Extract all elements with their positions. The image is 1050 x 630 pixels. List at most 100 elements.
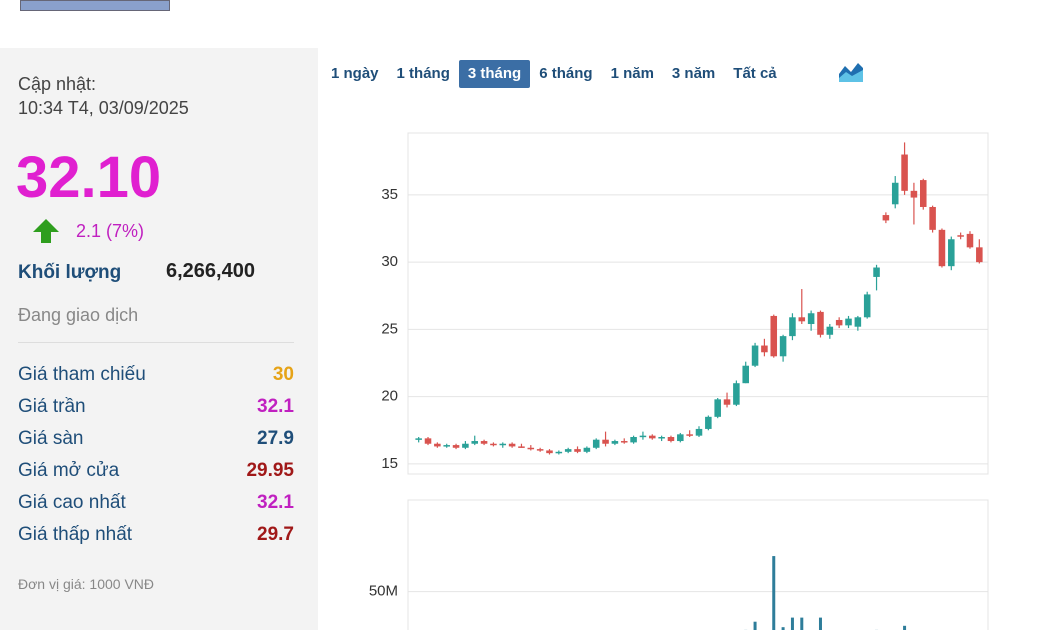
updated-label: Cập nhật: [18, 74, 97, 94]
candle-body [742, 365, 749, 384]
y-tick-label: 20 [381, 388, 398, 405]
range-tab[interactable]: 3 năm [671, 65, 716, 82]
row-value: 29.95 [246, 460, 294, 481]
candle-body [658, 437, 665, 439]
candle-body [452, 445, 460, 448]
y-tick-label: 25 [381, 320, 398, 337]
volume-bar [772, 556, 776, 630]
candle-body [770, 315, 778, 357]
candle-body [901, 154, 908, 191]
candle-body [592, 439, 600, 448]
row-value: 32.1 [257, 492, 294, 513]
candle-body [546, 450, 553, 454]
candle-body [630, 437, 637, 443]
volume-label: Khối lượng [18, 262, 122, 283]
candle-body [415, 438, 422, 440]
volume-bar [781, 627, 785, 630]
price-change: 2.1 (7%) [76, 221, 145, 241]
candle-body [723, 399, 731, 405]
volume-frame [407, 499, 989, 630]
range-tab[interactable]: Tất cả [733, 65, 777, 82]
candle-body [518, 446, 525, 448]
candle-body [714, 399, 721, 417]
range-tab[interactable]: 1 năm [610, 65, 654, 82]
candle-body [761, 345, 768, 353]
candle-body [424, 438, 432, 444]
candle-body [527, 447, 535, 450]
volume-bar [818, 617, 822, 630]
up-arrow [33, 219, 59, 243]
candle-body [873, 267, 880, 277]
candle-body [835, 319, 843, 326]
row-label: Giá sàn [18, 428, 84, 449]
candle-body [695, 428, 703, 436]
y-tick-label: 35 [381, 186, 398, 203]
candle-body [845, 318, 852, 326]
status: Đang giao dịch [18, 305, 139, 325]
row-value: 30 [272, 364, 294, 385]
candle-body [948, 239, 955, 267]
candle-body [686, 434, 693, 436]
unit-note: Đơn vị giá: 1000 VNĐ [18, 576, 155, 592]
candle-body [826, 326, 834, 335]
row-value: 27.9 [257, 428, 294, 449]
candle-body [807, 313, 815, 325]
candle-body [910, 190, 918, 198]
chart-icon[interactable] [838, 60, 864, 84]
top-button[interactable] [20, 0, 170, 11]
candle-body [471, 441, 479, 444]
candle-body [620, 441, 628, 443]
candle-body [677, 434, 684, 442]
candle-body [882, 215, 890, 221]
candle-body [966, 233, 974, 248]
candle-body [649, 435, 656, 439]
range-tab[interactable]: 1 ngày [331, 65, 379, 82]
candle-body [919, 180, 927, 207]
volume-bar [790, 617, 794, 630]
candle-body [564, 449, 572, 452]
row-label: Giá tham chiếu [18, 364, 146, 385]
row-label: Giá trần [18, 396, 86, 417]
row-label: Giá thấp nhất [18, 524, 133, 545]
candle-body [938, 229, 946, 267]
row-label: Giá cao nhất [18, 492, 126, 513]
candle-body [480, 441, 488, 444]
candle-body [443, 445, 450, 447]
range-tab[interactable]: 6 tháng [539, 65, 593, 82]
candle-body [434, 443, 441, 447]
volume-bar [903, 625, 907, 630]
candle-body [499, 443, 507, 446]
candle-body [751, 345, 759, 366]
info-panel: Cập nhật: 10:34 T4, 03/09/2025 32.10 2.1… [0, 48, 318, 630]
volume-value: 6,266,400 [166, 260, 255, 282]
candle-body [583, 447, 591, 452]
price-frame [407, 132, 989, 475]
candle-body [705, 416, 712, 429]
divider [18, 342, 294, 343]
candle-body [789, 317, 796, 337]
range-tabs: 1 ngày 1 tháng 3 tháng 6 tháng 1 năm 3 năm Tất… [322, 60, 786, 88]
candle-body [574, 449, 581, 452]
candle-body [508, 443, 516, 447]
candle-body [891, 182, 899, 205]
candle-body [611, 441, 619, 444]
range-tab[interactable]: 1 tháng [396, 65, 450, 82]
range-tab[interactable]: 3 tháng [458, 60, 531, 88]
row-value: 29.7 [257, 524, 294, 545]
candle-body [462, 443, 469, 448]
candle-body [490, 443, 497, 446]
candle-body [602, 439, 609, 444]
candle-body [854, 317, 862, 327]
volume-bar [753, 621, 757, 630]
candle-body [555, 451, 563, 454]
volume-bar [800, 617, 804, 630]
candle-body [817, 311, 824, 335]
y-tick-label: 30 [381, 253, 398, 270]
updated-time: 10:34 T4, 03/09/2025 [18, 98, 189, 118]
candle-body [863, 294, 871, 318]
candle-body [667, 437, 675, 442]
candle-body [798, 317, 806, 322]
candle-body [929, 206, 936, 230]
